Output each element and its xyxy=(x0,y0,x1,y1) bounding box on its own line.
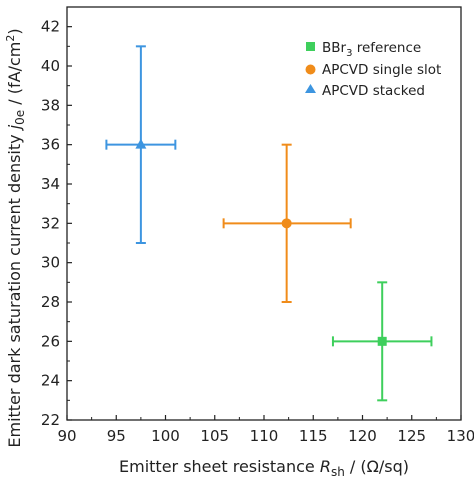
data-point-square xyxy=(377,336,387,346)
y-tick-label: 36 xyxy=(41,136,60,154)
y-tick-label: 24 xyxy=(41,372,60,390)
legend-marker-triangle xyxy=(305,84,316,93)
x-tick-label: 115 xyxy=(299,427,328,445)
y-axis-title: Emitter dark saturation current density … xyxy=(4,28,27,447)
legend-marker-circle xyxy=(305,64,316,75)
legend-marker-square xyxy=(306,42,315,51)
x-tick-label: 100 xyxy=(151,427,180,445)
x-axis-ticks: 90 95 100 105 110 115 120 125 130 xyxy=(57,415,474,445)
y-tick-label: 32 xyxy=(41,214,60,232)
y-tick-label: 22 xyxy=(41,411,60,429)
legend-label-single-slot: APCVD single slot xyxy=(322,62,441,78)
y-tick-label: 30 xyxy=(41,254,60,272)
x-axis-title: Emitter sheet resistance Rsh / (Ω/sq) xyxy=(119,457,409,479)
x-tick-label: 130 xyxy=(447,427,474,445)
x-tick-label: 90 xyxy=(57,427,76,445)
data-layer xyxy=(105,45,433,402)
legend-label-stacked: APCVD stacked xyxy=(322,83,425,99)
y-tick-label: 40 xyxy=(41,57,60,75)
x-tick-label: 125 xyxy=(397,427,426,445)
y-tick-label: 34 xyxy=(41,175,60,193)
y-tick-label: 38 xyxy=(41,96,60,114)
data-point-circle xyxy=(281,218,292,229)
y-tick-label: 42 xyxy=(41,18,60,36)
y-axis-ticks: 22 24 26 28 30 32 34 36 38 40 42 xyxy=(41,18,72,429)
x-tick-label: 95 xyxy=(107,427,126,445)
y-tick-label: 26 xyxy=(41,332,60,350)
legend-label-bbr3: BBr3 reference xyxy=(322,40,421,59)
y-tick-label: 28 xyxy=(41,293,60,311)
x-tick-label: 110 xyxy=(250,427,279,445)
x-tick-label: 120 xyxy=(348,427,377,445)
legend: BBr3 reference APCVD single slot APCVD s… xyxy=(305,40,441,99)
x-tick-label: 105 xyxy=(200,427,229,445)
data-point-triangle xyxy=(135,138,147,149)
